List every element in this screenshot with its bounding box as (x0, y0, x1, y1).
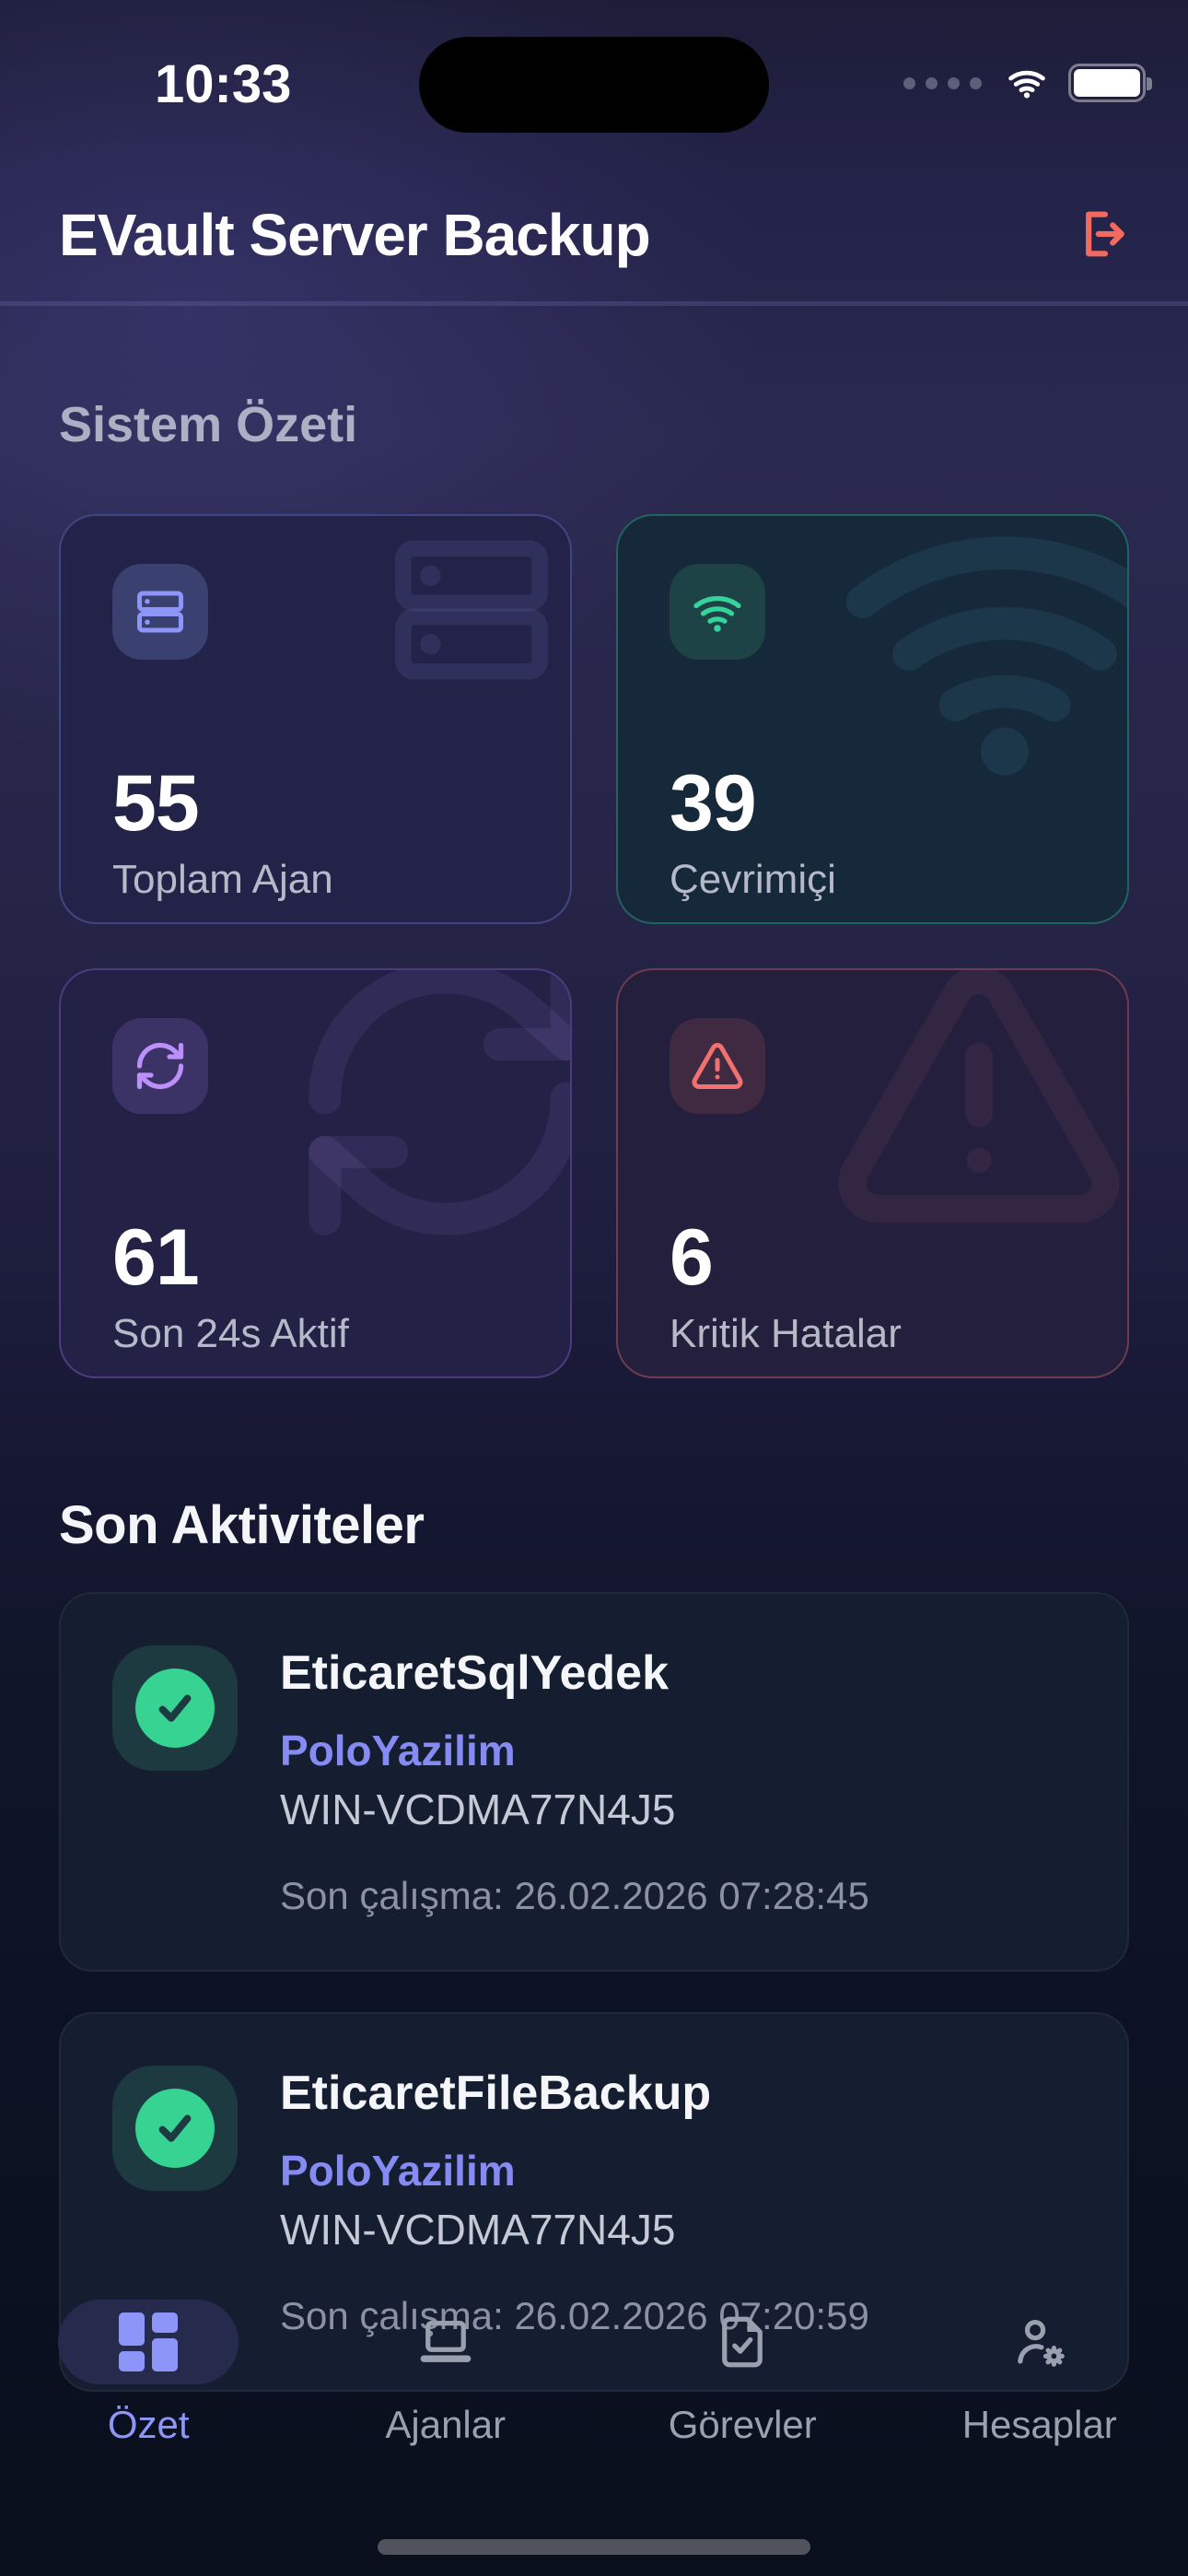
tab-icon-wrap (652, 2300, 833, 2384)
status-icons (903, 63, 1152, 103)
activity-title: EticaretFileBackup (280, 2067, 712, 2120)
activity-row[interactable]: EticaretSqlYedek PoloYazilim WIN-VCDMA77… (59, 1592, 1129, 1972)
stat-card-online[interactable]: 39 Çevrimiçi (616, 514, 1129, 924)
cellular-signal-icon (903, 76, 982, 89)
stat-card-active-24h[interactable]: 61 Son 24s Aktif (59, 968, 572, 1378)
wifi-icon-chip (670, 564, 765, 660)
stat-value: 6 (670, 1213, 714, 1302)
section-title-summary: Sistem Özeti (59, 397, 358, 452)
stat-value: 39 (670, 759, 757, 848)
dashboard-grid-icon (119, 2313, 179, 2371)
activity-list: EticaretSqlYedek PoloYazilim WIN-VCDMA77… (59, 1592, 1129, 2392)
tab-bar: Özet Ajanlar Görevler (0, 2257, 1188, 2576)
server-watermark-icon (394, 540, 549, 680)
page-title: EVault Server Backup (59, 202, 651, 268)
tab-ajanlar[interactable]: Ajanlar (297, 2257, 595, 2576)
app-header: EVault Server Backup (0, 147, 1188, 306)
status-time: 10:33 (155, 54, 292, 114)
warning-icon (692, 1043, 743, 1090)
status-chip (112, 1645, 238, 1771)
tab-gorevler[interactable]: Görevler (594, 2257, 891, 2576)
activity-hostname: WIN-VCDMA77N4J5 (280, 1786, 676, 1833)
server-icon (137, 591, 183, 633)
section-title-activities: Son Aktiviteler (59, 1495, 425, 1555)
stat-label: Kritik Hatalar (670, 1311, 902, 1356)
server-icon-chip (112, 564, 208, 660)
check-circle-icon (135, 1669, 215, 1748)
stat-card-total-agents[interactable]: 55 Toplam Ajan (59, 514, 572, 924)
logout-icon (1086, 211, 1124, 257)
sync-icon (136, 1042, 184, 1090)
activity-last-run: Son çalışma: 26.02.2026 07:28:45 (280, 1874, 869, 1917)
tab-label: Hesaplar (961, 2403, 1117, 2446)
tab-icon-wrap (949, 2300, 1130, 2384)
laptop-icon (420, 2321, 472, 2362)
activity-hostname: WIN-VCDMA77N4J5 (280, 2206, 676, 2254)
activity-details: EticaretSqlYedek PoloYazilim WIN-VCDMA77… (280, 1645, 869, 1918)
activity-row[interactable]: EticaretFileBackup PoloYazilim WIN-VCDMA… (59, 2012, 1129, 2392)
stat-label: Son 24s Aktif (112, 1311, 349, 1356)
active-tab-pill (58, 2300, 239, 2384)
activity-account-link[interactable]: PoloYazilim (280, 1727, 516, 1774)
wifi-status-icon (1008, 70, 1045, 99)
summary-grid: 55 Toplam Ajan 39 Çevrimiçi (59, 514, 1129, 1378)
tab-label: Ajanlar (385, 2403, 507, 2446)
sync-icon-chip (112, 1018, 208, 1114)
home-indicator[interactable] (378, 2539, 810, 2555)
stat-label: Toplam Ajan (112, 857, 333, 902)
activity-account-link[interactable]: PoloYazilim (280, 2147, 516, 2195)
tab-label: Özet (107, 2403, 190, 2446)
activity-title: EticaretSqlYedek (280, 1646, 669, 1700)
status-bar: 10:33 (0, 0, 1188, 147)
dynamic-island (419, 37, 769, 133)
stat-value: 61 (112, 1213, 200, 1302)
activity-details: EticaretFileBackup PoloYazilim WIN-VCDMA… (280, 2066, 869, 2338)
tab-hesaplar[interactable]: Hesaplar (891, 2257, 1188, 2576)
stat-label: Çevrimiçi (670, 857, 836, 902)
task-document-icon (722, 2316, 763, 2368)
stat-value: 55 (112, 759, 200, 848)
tab-icon-wrap (355, 2300, 536, 2384)
logout-button[interactable] (1072, 205, 1131, 263)
wifi-icon (693, 595, 741, 632)
stat-card-critical-errors[interactable]: 6 Kritik Hatalar (616, 968, 1129, 1378)
tab-ozet[interactable]: Özet (0, 2257, 297, 2576)
scroll-content: Sistem Özeti 55 Toplam Ajan (0, 306, 1188, 2392)
user-settings-icon (1017, 2319, 1065, 2367)
battery-icon (1068, 64, 1152, 102)
check-circle-icon (135, 2089, 215, 2168)
tab-label: Görevler (668, 2403, 817, 2446)
activity-last-run: Son çalışma: 26.02.2026 07:20:59 (280, 2294, 869, 2337)
warning-watermark-icon (838, 970, 1120, 1223)
warning-icon-chip (670, 1018, 765, 1114)
status-chip (112, 2066, 238, 2191)
